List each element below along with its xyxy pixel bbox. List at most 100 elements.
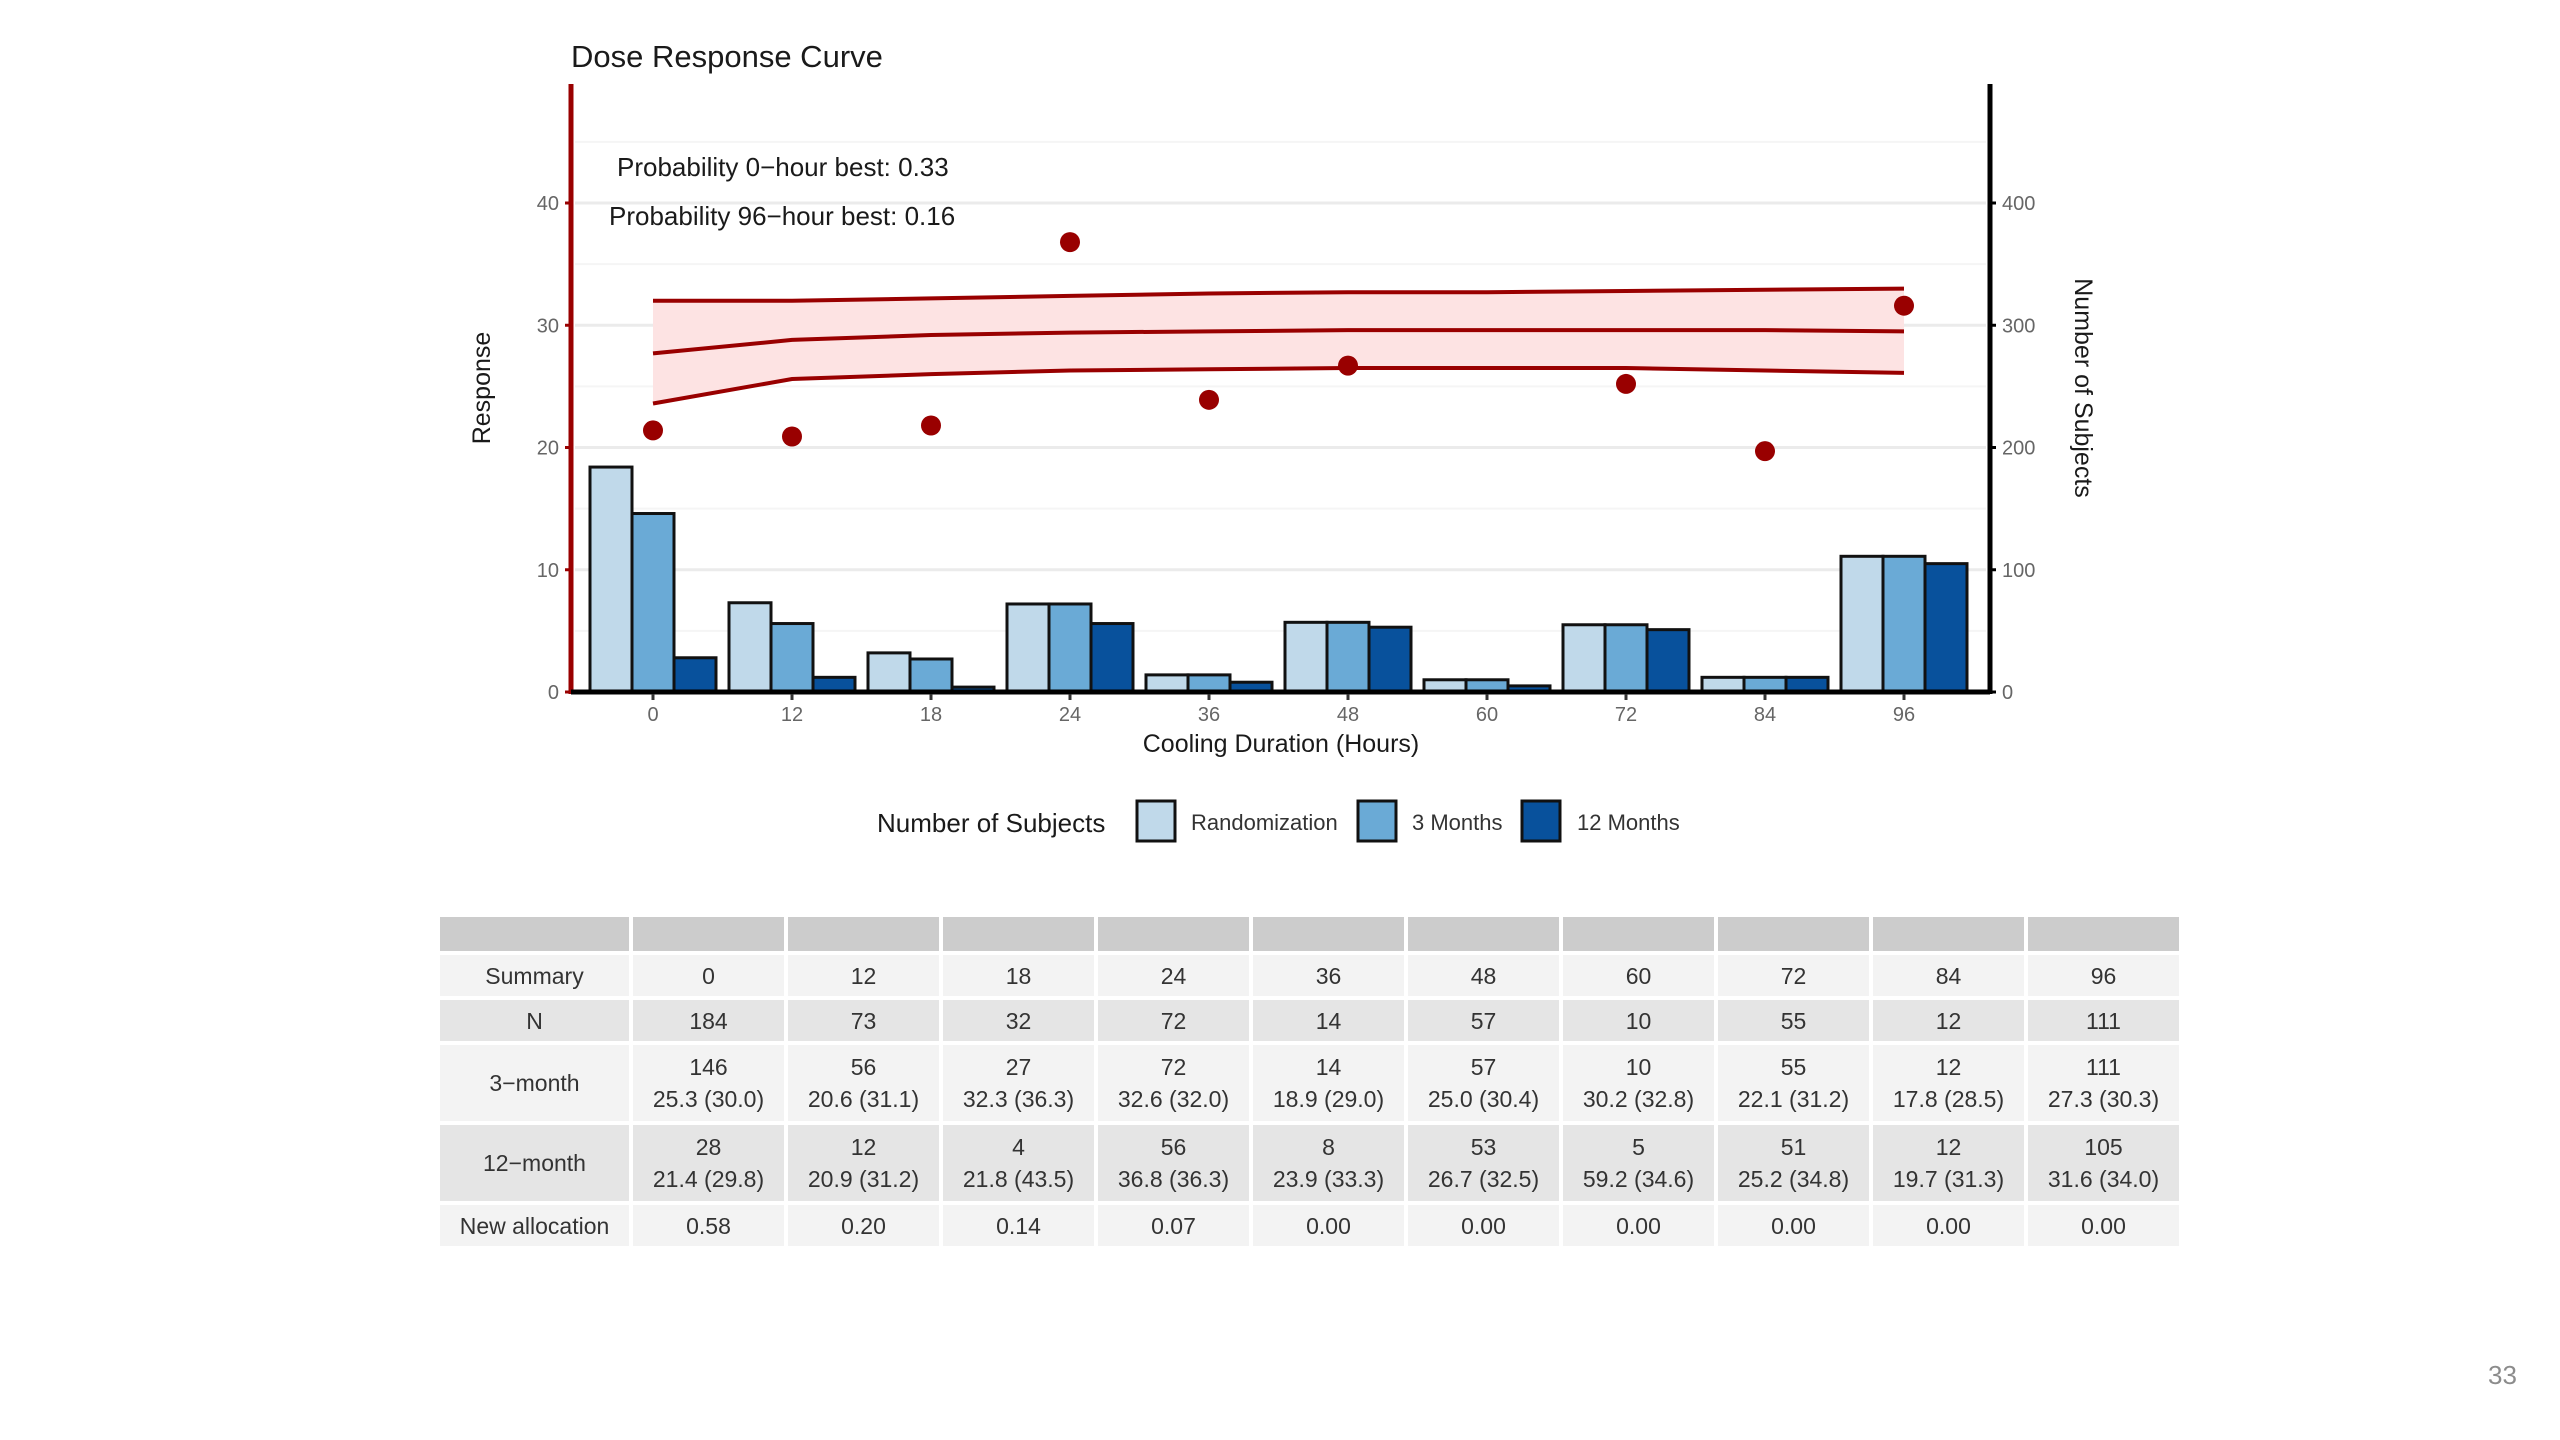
cell-primary: 28 <box>695 1134 722 1160</box>
cell-primary: 51 <box>1780 1134 1807 1160</box>
y-tick-label: 20 <box>537 438 559 460</box>
cell-mean-sd: 31.6 (34.0) <box>2047 1166 2160 1192</box>
bar-3-months <box>1047 602 1093 694</box>
cell-primary: 55 <box>1780 1007 1807 1034</box>
row-label: Summary <box>440 955 629 996</box>
table-header-cell <box>788 917 939 951</box>
x-tick-label: 36 <box>1198 704 1220 726</box>
cell-primary: 84 <box>1935 962 1962 989</box>
cell-primary: 48 <box>1470 962 1497 989</box>
y-tick-label: 30 <box>537 315 559 337</box>
x-tick-label: 0 <box>647 704 658 726</box>
cell-mean-sd: 59.2 (34.6) <box>1582 1166 1695 1192</box>
x-tick-label: 96 <box>1893 704 1915 726</box>
table-cell: 14 <box>1253 1000 1404 1041</box>
cell-mean-sd: 25.2 (34.8) <box>1737 1166 1850 1192</box>
cell-primary: 0.14 <box>996 1212 1041 1239</box>
row-label: 3−month <box>440 1045 629 1121</box>
cell-mean-sd: 25.3 (30.0) <box>652 1086 765 1112</box>
table-cell: 12 19.7 (31.3) <box>1873 1125 2024 1201</box>
cell-primary: 0.00 <box>2081 1212 2126 1239</box>
table-cell: 18 <box>943 955 1094 996</box>
y-tick-label: 10 <box>537 560 559 582</box>
cell-primary: 0.00 <box>1616 1212 1661 1239</box>
bar-3-months <box>1603 623 1649 694</box>
table-cell: 0.07 <box>1098 1205 1249 1246</box>
cell-primary: 0.07 <box>1151 1212 1196 1239</box>
annotation-96-hour: Probability 96−hour best: 0.16 <box>609 201 955 231</box>
bar-randomization <box>1005 602 1051 694</box>
cell-mean-sd: 32.3 (36.3) <box>962 1086 1075 1112</box>
observed-point <box>1338 355 1358 376</box>
table-cell: 8 23.9 (33.3) <box>1253 1125 1404 1201</box>
cell-primary: 0.00 <box>1306 1212 1351 1239</box>
table-cell: 12 20.9 (31.2) <box>788 1125 939 1201</box>
table-cell: 14 18.9 (29.0) <box>1253 1045 1404 1121</box>
cell-primary: 72 <box>1160 1007 1187 1034</box>
y2-tick-label: 300 <box>2002 315 2035 337</box>
legend-swatch-randomization <box>1135 799 1177 843</box>
table-cell: 55 22.1 (31.2) <box>1718 1045 1869 1121</box>
cell-mean-sd: 26.7 (32.5) <box>1427 1166 1540 1192</box>
legend: Number of Subjects Randomization 3 Month… <box>877 799 1680 843</box>
table-header-cell <box>2028 917 2179 951</box>
legend-label-12-months: 12 Months <box>1577 810 1680 835</box>
table-header-cell <box>1563 917 1714 951</box>
observed-point <box>782 426 802 447</box>
observed-points <box>643 232 1914 462</box>
cell-primary: 27 <box>1005 1054 1032 1080</box>
bar-3-months <box>1186 673 1232 694</box>
y-tick-label: 40 <box>537 193 559 215</box>
table-row: 12−month 28 21.4 (29.8) 12 20.9 (31.2) 4 21.8 … <box>440 1125 2179 1201</box>
table-header-cell <box>1408 917 1559 951</box>
annotation-0-hour: Probability 0−hour best: 0.33 <box>617 152 949 182</box>
bar-12-months <box>1645 628 1691 694</box>
table-header-row <box>440 917 2179 951</box>
table-cell: 12 17.8 (28.5) <box>1873 1045 2024 1121</box>
table-cell: 28 21.4 (29.8) <box>633 1125 784 1201</box>
cell-primary: 0.00 <box>1771 1212 1816 1239</box>
row-label: 12−month <box>440 1125 629 1201</box>
cell-primary: 56 <box>850 1054 877 1080</box>
lower-bound-line <box>652 366 1905 406</box>
cell-primary: 12 <box>1935 1134 1962 1160</box>
table-cell: 0.00 <box>1408 1205 1559 1246</box>
y2-tick-label: 100 <box>2002 560 2035 582</box>
table-cell: 0.20 <box>788 1205 939 1246</box>
table-cell: 32 <box>943 1000 1094 1041</box>
legend-label-3-months: 3 Months <box>1412 810 1503 835</box>
table-cell: 53 26.7 (32.5) <box>1408 1125 1559 1201</box>
x-tick-label: 12 <box>781 704 803 726</box>
page-number: 33 <box>2488 1360 2517 1390</box>
table-cell: 84 <box>1873 955 2024 996</box>
table-cell: 0.00 <box>2028 1205 2179 1246</box>
table-row: N 184 73 32 72 14 57 10 55 12 111 <box>440 1000 2179 1041</box>
cell-primary: 14 <box>1315 1054 1342 1080</box>
cell-mean-sd: 18.9 (29.0) <box>1272 1086 1385 1112</box>
table-cell: 12 <box>788 955 939 996</box>
x-tick-label: 60 <box>1476 704 1498 726</box>
cell-mean-sd: 21.4 (29.8) <box>652 1166 765 1192</box>
table-cell: 0.00 <box>1563 1205 1714 1246</box>
table-header-cell <box>1718 917 1869 951</box>
cell-primary: 56 <box>1160 1134 1187 1160</box>
cell-primary: 72 <box>1160 1054 1187 1080</box>
y2-tick-label: 200 <box>2002 438 2035 460</box>
table-cell: 184 <box>633 1000 784 1041</box>
mean-line <box>652 328 1905 356</box>
x-axis-title: Cooling Duration (Hours) <box>1143 730 1420 758</box>
table-header-cell <box>440 917 629 951</box>
cell-primary: 60 <box>1625 962 1652 989</box>
bar-randomization <box>1561 623 1607 694</box>
cell-primary: 0.00 <box>1926 1212 1971 1239</box>
cell-mean-sd: 20.6 (31.1) <box>807 1086 920 1112</box>
table-cell: 96 <box>2028 955 2179 996</box>
y-axis-title: Response <box>468 332 496 445</box>
table-header-cell <box>943 917 1094 951</box>
y2-axis-ticks: 0 100 200 300 400 <box>1990 193 2035 704</box>
table-cell: 51 25.2 (34.8) <box>1718 1125 1869 1201</box>
cell-mean-sd: 23.9 (33.3) <box>1272 1166 1385 1192</box>
cell-primary: 10 <box>1625 1054 1652 1080</box>
table-cell: 0.00 <box>1718 1205 1869 1246</box>
chart-title: Dose Response Curve <box>571 39 883 74</box>
